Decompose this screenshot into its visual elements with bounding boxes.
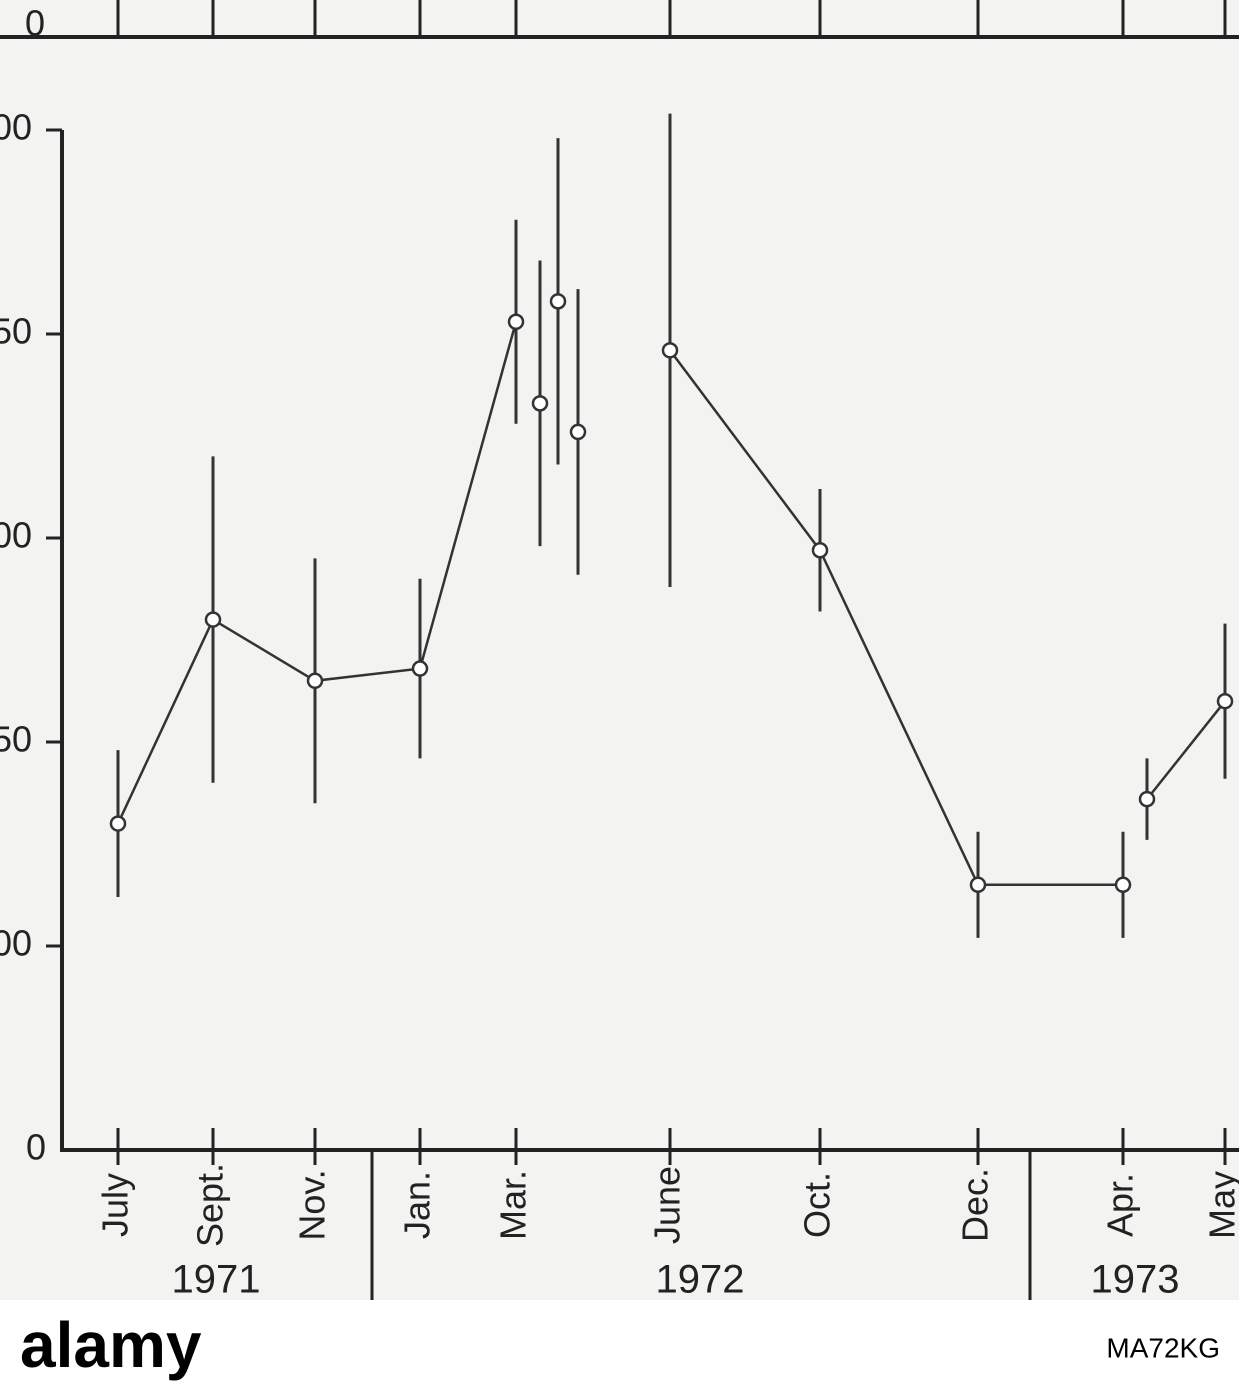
x-tick-label: Jan.: [397, 1171, 438, 1239]
y-tick-label: 00: [0, 515, 32, 556]
x-tick-label: June: [647, 1166, 688, 1244]
point: [1216, 692, 1234, 710]
point: [204, 611, 222, 628]
point: [109, 815, 127, 832]
point: [1138, 790, 1156, 808]
point: [811, 541, 829, 559]
trend-line: [1146, 700, 1226, 800]
x-tick-label: Dec.: [955, 1168, 996, 1242]
point: [306, 672, 324, 690]
x-tick-label: Sept.: [190, 1163, 231, 1247]
point: [411, 660, 429, 677]
y-tick-label: 00: [0, 923, 32, 964]
paper: [0, 0, 1239, 1300]
y-tick-label: 0: [26, 1127, 46, 1168]
x-tick-label: May: [1202, 1171, 1239, 1239]
year-label: 1973: [1091, 1258, 1180, 1302]
y-tick-label: 50: [0, 719, 32, 760]
point: [569, 423, 587, 441]
point: [1114, 876, 1132, 894]
watermark-code: MA72KG: [1106, 1332, 1220, 1363]
point: [507, 313, 525, 331]
year-label: 1971: [172, 1258, 261, 1302]
x-tick-label: Apr.: [1100, 1173, 1141, 1237]
watermark-strip: [0, 1300, 1239, 1390]
x-tick-label: Nov.: [292, 1169, 333, 1240]
y-tick-label: 50: [0, 311, 32, 352]
point: [549, 293, 567, 310]
x-tick-label: Oct.: [797, 1172, 838, 1238]
x-tick-label: July: [95, 1173, 136, 1237]
year-label: 1972: [656, 1258, 745, 1302]
upper-tick-label: 0: [25, 3, 45, 44]
point: [969, 876, 987, 894]
y-tick-label: 00: [0, 107, 32, 148]
point: [531, 395, 549, 412]
x-tick-label: Mar.: [493, 1170, 534, 1240]
point: [661, 342, 679, 359]
trend-line: [669, 349, 1123, 887]
watermark-brand: alamy: [20, 1309, 202, 1381]
